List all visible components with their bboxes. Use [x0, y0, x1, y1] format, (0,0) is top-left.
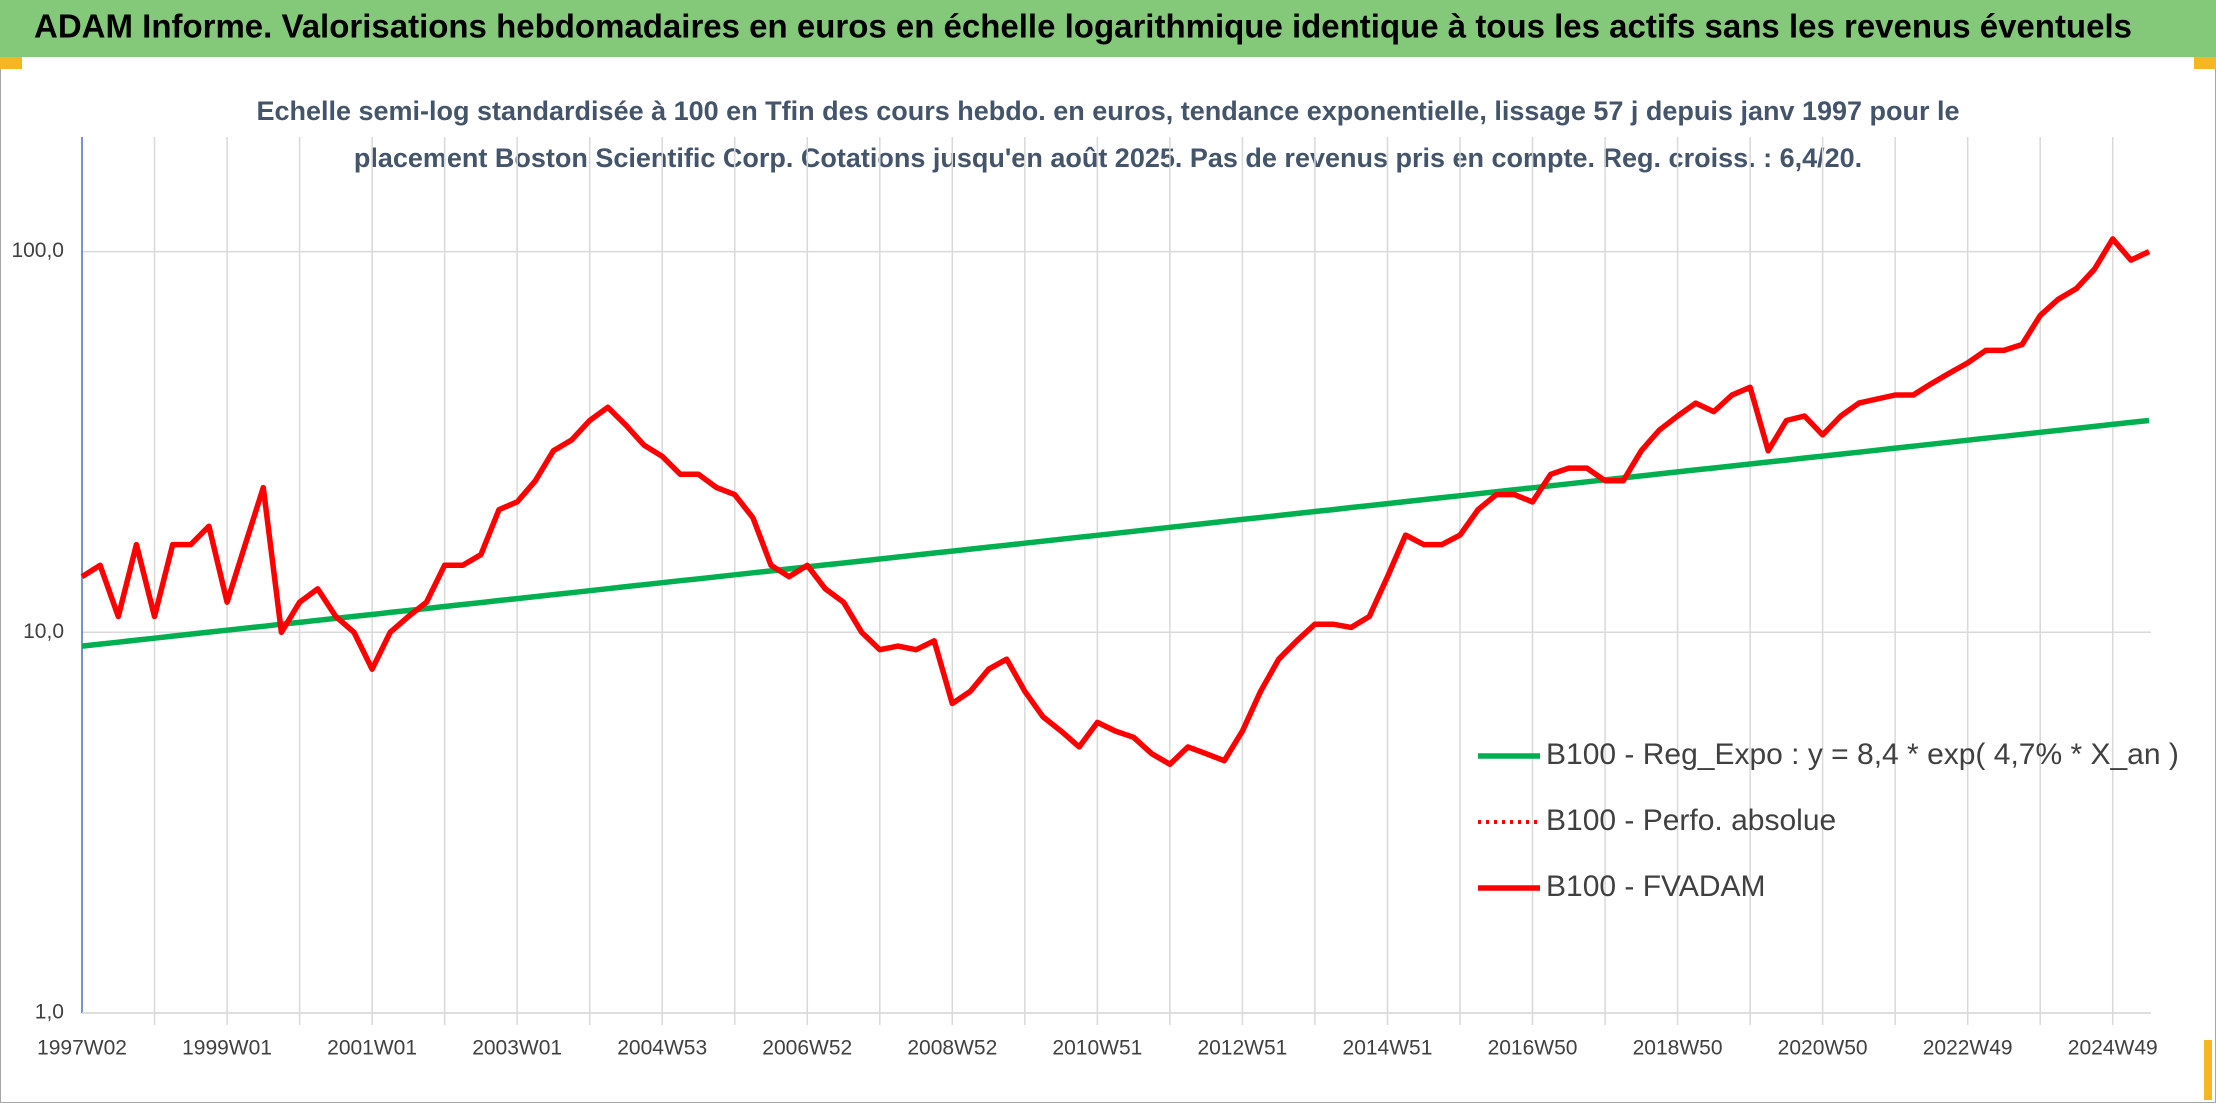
- x-tick-label: 2022W49: [1923, 1037, 2013, 1060]
- header-bar: [0, 0, 2216, 57]
- x-tick-label: 2008W52: [907, 1037, 997, 1060]
- corner-tab: [2194, 57, 2216, 69]
- corner-tab: [2204, 1040, 2212, 1100]
- header-title: ADAM Informe. Valorisations hebdomadaire…: [34, 8, 2132, 45]
- x-tick-label: 2004W53: [617, 1037, 707, 1060]
- chart-subtitle: placement Boston Scientific Corp. Cotati…: [354, 143, 1862, 173]
- series-line: [80, 236, 2151, 768]
- x-tick-label: 1997W02: [37, 1037, 127, 1060]
- legend-label: B100 - Perfo. absolue: [1546, 804, 1836, 837]
- x-tick-label: 2001W01: [327, 1037, 417, 1060]
- x-tick-label: 2003W01: [472, 1037, 562, 1060]
- y-tick-label: 100,0: [11, 239, 64, 262]
- x-tick-label: 2014W51: [1343, 1037, 1433, 1060]
- series-line: [81, 417, 2150, 649]
- y-tick-label: 10,0: [23, 620, 64, 643]
- x-tick-label: 2018W50: [1633, 1037, 1723, 1060]
- legend-label: B100 - FVADAM: [1546, 870, 1766, 903]
- x-tick-label: 2016W50: [1488, 1037, 1578, 1060]
- x-tick-label: 2006W52: [762, 1037, 852, 1060]
- x-tick-label: 2012W51: [1197, 1037, 1287, 1060]
- x-tick-label: 1999W01: [182, 1037, 272, 1060]
- legend-label: B100 - Reg_Expo : y = 8,4 * exp( 4,7% * …: [1546, 738, 2179, 771]
- y-tick-label: 1,0: [35, 1001, 64, 1024]
- x-tick-label: 2024W49: [2068, 1037, 2158, 1060]
- x-tick-label: 2010W51: [1052, 1037, 1142, 1060]
- corner-tab: [0, 57, 22, 69]
- chart-subtitle: Echelle semi-log standardisée à 100 en T…: [256, 96, 1959, 126]
- x-tick-label: 2020W50: [1778, 1037, 1868, 1060]
